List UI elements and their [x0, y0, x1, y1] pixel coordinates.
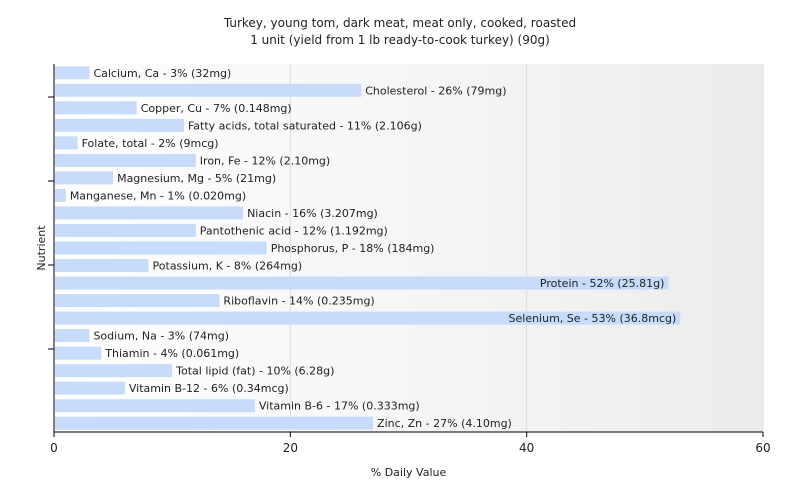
bar-label: Pantothenic acid - 12% (1.192mg) — [200, 224, 388, 237]
bar-label: Vitamin B-12 - 6% (0.34mcg) — [129, 382, 289, 395]
bar — [55, 223, 196, 237]
bar — [55, 83, 362, 97]
bar — [55, 136, 78, 150]
chart-title: Turkey, young tom, dark meat, meat only,… — [223, 16, 577, 30]
x-tick-label: 20 — [283, 441, 298, 455]
bar-label: Total lipid (fat) - 10% (6.28g) — [175, 365, 334, 378]
bar-label: Copper, Cu - 7% (0.148mg) — [141, 102, 292, 115]
bar-label: Manganese, Mn - 1% (0.020mg) — [70, 189, 246, 202]
bar — [55, 206, 244, 220]
chart-subtitle: 1 unit (yield from 1 lb ready-to-cook tu… — [250, 33, 550, 47]
bar — [55, 171, 114, 185]
bar-label: Vitamin B-6 - 17% (0.333mg) — [259, 400, 420, 413]
bar — [55, 66, 90, 80]
bar — [55, 294, 220, 308]
bar-label: Folate, total - 2% (9mcg) — [82, 137, 219, 150]
bar-label: Sodium, Na - 3% (74mg) — [93, 330, 229, 343]
bar-label: Phosphorus, P - 18% (184mg) — [271, 242, 435, 255]
bar-label: Niacin - 16% (3.207mg) — [247, 207, 378, 220]
x-axis-title: % Daily Value — [371, 466, 447, 479]
y-axis-title: Nutrient — [35, 225, 48, 271]
bar — [55, 311, 681, 325]
bar-label: Riboflavin - 14% (0.235mg) — [223, 295, 374, 308]
bar-label: Potassium, K - 8% (264mg) — [153, 260, 303, 273]
bar-label: Thiamin - 4% (0.061mg) — [104, 347, 239, 360]
x-tick-label: 60 — [755, 441, 770, 455]
bar — [55, 399, 255, 413]
bar — [55, 346, 102, 360]
bar — [55, 276, 669, 290]
bar — [55, 153, 196, 167]
x-tick-label: 0 — [50, 441, 58, 455]
bar-label: Iron, Fe - 12% (2.10mg) — [200, 154, 330, 167]
bar — [55, 101, 137, 115]
bar-label: Magnesium, Mg - 5% (21mg) — [117, 172, 276, 185]
bar-label: Calcium, Ca - 3% (32mg) — [93, 67, 231, 80]
bar — [55, 259, 149, 273]
bar — [55, 118, 184, 132]
bar-label: Fatty acids, total saturated - 11% (2.10… — [188, 119, 422, 132]
bar — [55, 188, 66, 202]
bar — [55, 241, 267, 255]
x-tick-label: 40 — [519, 441, 534, 455]
bar — [55, 364, 173, 378]
bar-label: Selenium, Se - 53% (36.8mcg) — [509, 312, 677, 325]
bar-label: Zinc, Zn - 27% (4.10mg) — [377, 417, 512, 430]
bar — [55, 329, 90, 343]
bar — [55, 416, 374, 430]
bar — [55, 381, 125, 395]
bar-label: Protein - 52% (25.81g) — [540, 277, 665, 290]
bar-label: Cholesterol - 26% (79mg) — [365, 84, 506, 97]
